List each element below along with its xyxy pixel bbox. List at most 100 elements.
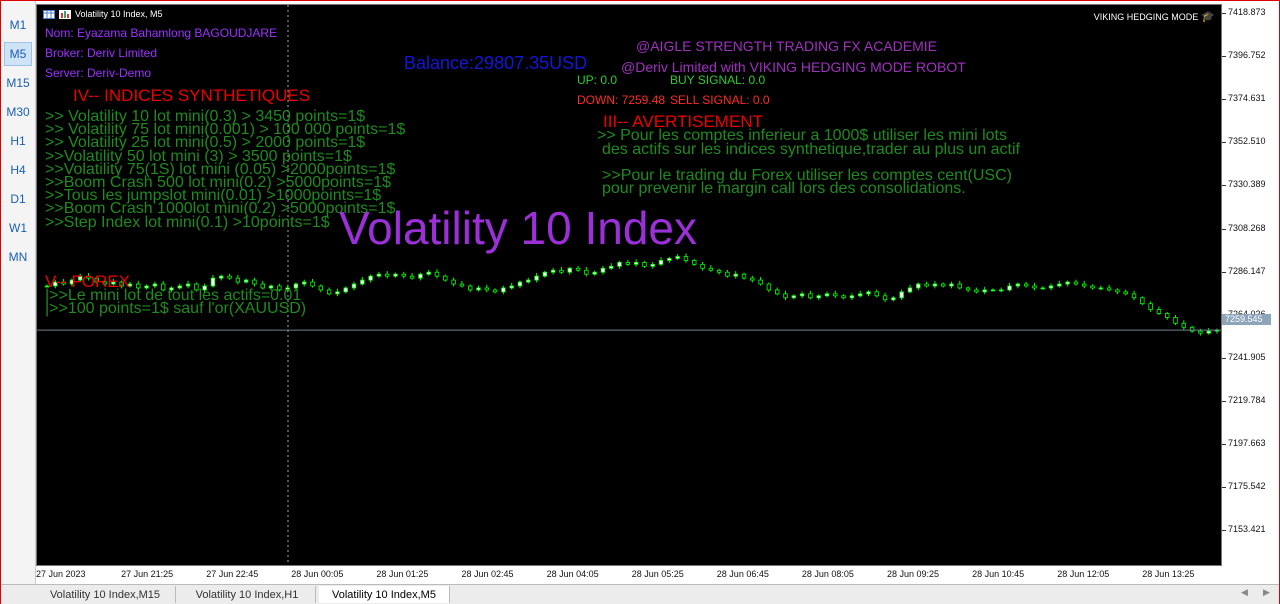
time-tick: 28 Jun 12:05 bbox=[1057, 569, 1110, 579]
candle-body bbox=[434, 271, 440, 277]
candle-body bbox=[799, 293, 805, 297]
section-v-line: |>>Le mini lot de tout les actifs=0.01 bbox=[45, 287, 302, 304]
candle-body bbox=[625, 262, 631, 265]
candle-body bbox=[1057, 283, 1062, 287]
time-tick: 28 Jun 02:45 bbox=[461, 569, 514, 579]
candle-body bbox=[874, 291, 879, 297]
timeframe-button-h4[interactable]: H4 bbox=[10, 163, 26, 177]
candle-body bbox=[1156, 309, 1162, 314]
symbol-watermark: Volatility 10 Index bbox=[339, 202, 698, 254]
candlestick-plot bbox=[37, 5, 1221, 565]
candle-body bbox=[111, 281, 116, 285]
price-chart[interactable]: Volatility 10 Index, M5 VIKING HEDGING M… bbox=[36, 4, 1222, 566]
candle-body bbox=[1206, 330, 1211, 334]
chart-tab[interactable]: Volatility 10 Index,M15 bbox=[35, 586, 176, 603]
candle-body bbox=[401, 273, 407, 277]
chart-tab[interactable]: Volatility 10 Index,M5 bbox=[319, 586, 450, 603]
timeframe-button-m15[interactable]: M15 bbox=[6, 76, 30, 90]
price-tick: 7175.542 bbox=[1222, 481, 1266, 492]
candle-body bbox=[293, 283, 299, 289]
candle-body bbox=[1131, 293, 1137, 299]
candle-body bbox=[1189, 326, 1195, 332]
candle-body bbox=[1181, 322, 1187, 328]
candle-body bbox=[409, 275, 415, 279]
candle-body bbox=[725, 271, 730, 277]
candle-body bbox=[1123, 291, 1128, 295]
candle-body bbox=[492, 289, 498, 293]
robot-label[interactable]: VIKING HEDGING MODE 🎓 bbox=[1094, 10, 1215, 23]
candle-body bbox=[965, 287, 971, 291]
candle-body bbox=[675, 256, 680, 259]
time-axis[interactable]: 27 Jun 2023 27 Jun 21:25 27 Jun 22:45 28 Ju… bbox=[36, 566, 1222, 584]
candle-body bbox=[683, 256, 689, 261]
candle-body bbox=[144, 285, 149, 289]
candle-body bbox=[857, 293, 863, 297]
timeframe-toolbar: M1 M5 M15 M30 H1 H4 D1 W1 MN bbox=[1, 1, 36, 585]
candle-body bbox=[567, 267, 572, 273]
candle-body bbox=[658, 260, 664, 265]
candle-body bbox=[1106, 287, 1112, 291]
robot-label-text: VIKING HEDGING MODE bbox=[1093, 11, 1199, 22]
candle-body bbox=[1198, 330, 1203, 334]
section-iii-line: des actifs sur les indices synthetique,t… bbox=[602, 141, 1020, 158]
candle-body bbox=[1098, 287, 1104, 290]
price-axis[interactable]: 7418.873 7396.752 7374.631 7352.510 7330.389… bbox=[1222, 4, 1279, 566]
broker-name: Broker: Deriv Limited bbox=[45, 46, 158, 60]
timeframe-button-h1[interactable]: H1 bbox=[10, 134, 26, 148]
candle-body bbox=[882, 295, 888, 301]
timeframe-button-m30[interactable]: M30 bbox=[6, 105, 30, 119]
time-tick: 28 Jun 06:45 bbox=[716, 569, 769, 579]
candle-body bbox=[833, 293, 838, 297]
candle-body bbox=[924, 283, 929, 287]
price-tick: 7197.663 bbox=[1222, 438, 1266, 448]
candle-body bbox=[277, 285, 282, 291]
candle-body bbox=[940, 283, 946, 287]
grid-icon bbox=[43, 9, 55, 19]
candle-body bbox=[326, 289, 332, 295]
candle-body bbox=[592, 271, 597, 275]
timeframe-button-w1[interactable]: W1 bbox=[9, 221, 27, 235]
candle-body bbox=[849, 295, 855, 299]
sell-signal: SELL SIGNAL: 0.0 bbox=[670, 93, 770, 107]
candle-body bbox=[393, 273, 398, 277]
price-tick: 7308.268 bbox=[1222, 222, 1266, 233]
timeframe-button-mn[interactable]: MN bbox=[8, 250, 28, 264]
candle-body bbox=[385, 273, 390, 277]
section-iv-line: >>Volatility 75(1S) lot mini (0.05) >200… bbox=[45, 160, 396, 178]
timeframe-button-d1[interactable]: D1 bbox=[10, 192, 26, 206]
time-tick: 27 Jun 2023 bbox=[36, 569, 86, 579]
candle-body bbox=[559, 269, 564, 273]
candle-body bbox=[750, 277, 755, 281]
section-v-line: |>>100 points=1$ sauf l'or(XAUUSD) bbox=[45, 300, 307, 317]
candle-body bbox=[152, 283, 158, 287]
academy-label: @AIGLE STRENGTH TRADING FX ACADEMIE bbox=[636, 38, 937, 54]
candle-body bbox=[202, 285, 207, 291]
candle-body bbox=[550, 269, 556, 273]
time-tick: 28 Jun 13:25 bbox=[1142, 569, 1195, 579]
candle-body bbox=[310, 281, 315, 287]
section-iv-line: >> Volatility 25 lot mini(0.5) > 2000 po… bbox=[45, 134, 366, 152]
candle-body bbox=[1082, 283, 1087, 287]
time-tick: 27 Jun 21:25 bbox=[121, 569, 174, 579]
candle-body bbox=[119, 281, 124, 287]
chart-tab[interactable]: Volatility 10 Index,H1 bbox=[179, 586, 316, 603]
candle-body bbox=[575, 267, 581, 271]
scroll-right-icon[interactable]: ▶ bbox=[1263, 587, 1270, 597]
candle-body bbox=[260, 283, 265, 289]
candle-body bbox=[1073, 281, 1079, 285]
price-tick: 7352.510 bbox=[1222, 136, 1266, 147]
candle-body bbox=[766, 283, 772, 291]
candle-body bbox=[783, 293, 788, 299]
candle-body bbox=[443, 275, 448, 281]
timeframe-button-m1[interactable]: M1 bbox=[9, 18, 27, 32]
candle-body bbox=[907, 287, 913, 293]
timeframe-button-m5[interactable]: M5 bbox=[4, 42, 32, 66]
candle-body bbox=[999, 289, 1004, 292]
scroll-left-icon[interactable]: ◀ bbox=[1241, 587, 1248, 597]
candle-body bbox=[932, 283, 938, 287]
time-tick: 27 Jun 22:45 bbox=[206, 569, 259, 579]
account-name: Nom: Eyazama Bahamlong BAGOUDJARE bbox=[45, 26, 278, 40]
section-iv-line: >>Step Index lot mini(0.1) >10points=1$ bbox=[45, 213, 330, 231]
price-tick: 7219.784 bbox=[1222, 394, 1266, 405]
server-name: Server: Deriv-Demo bbox=[45, 66, 152, 80]
